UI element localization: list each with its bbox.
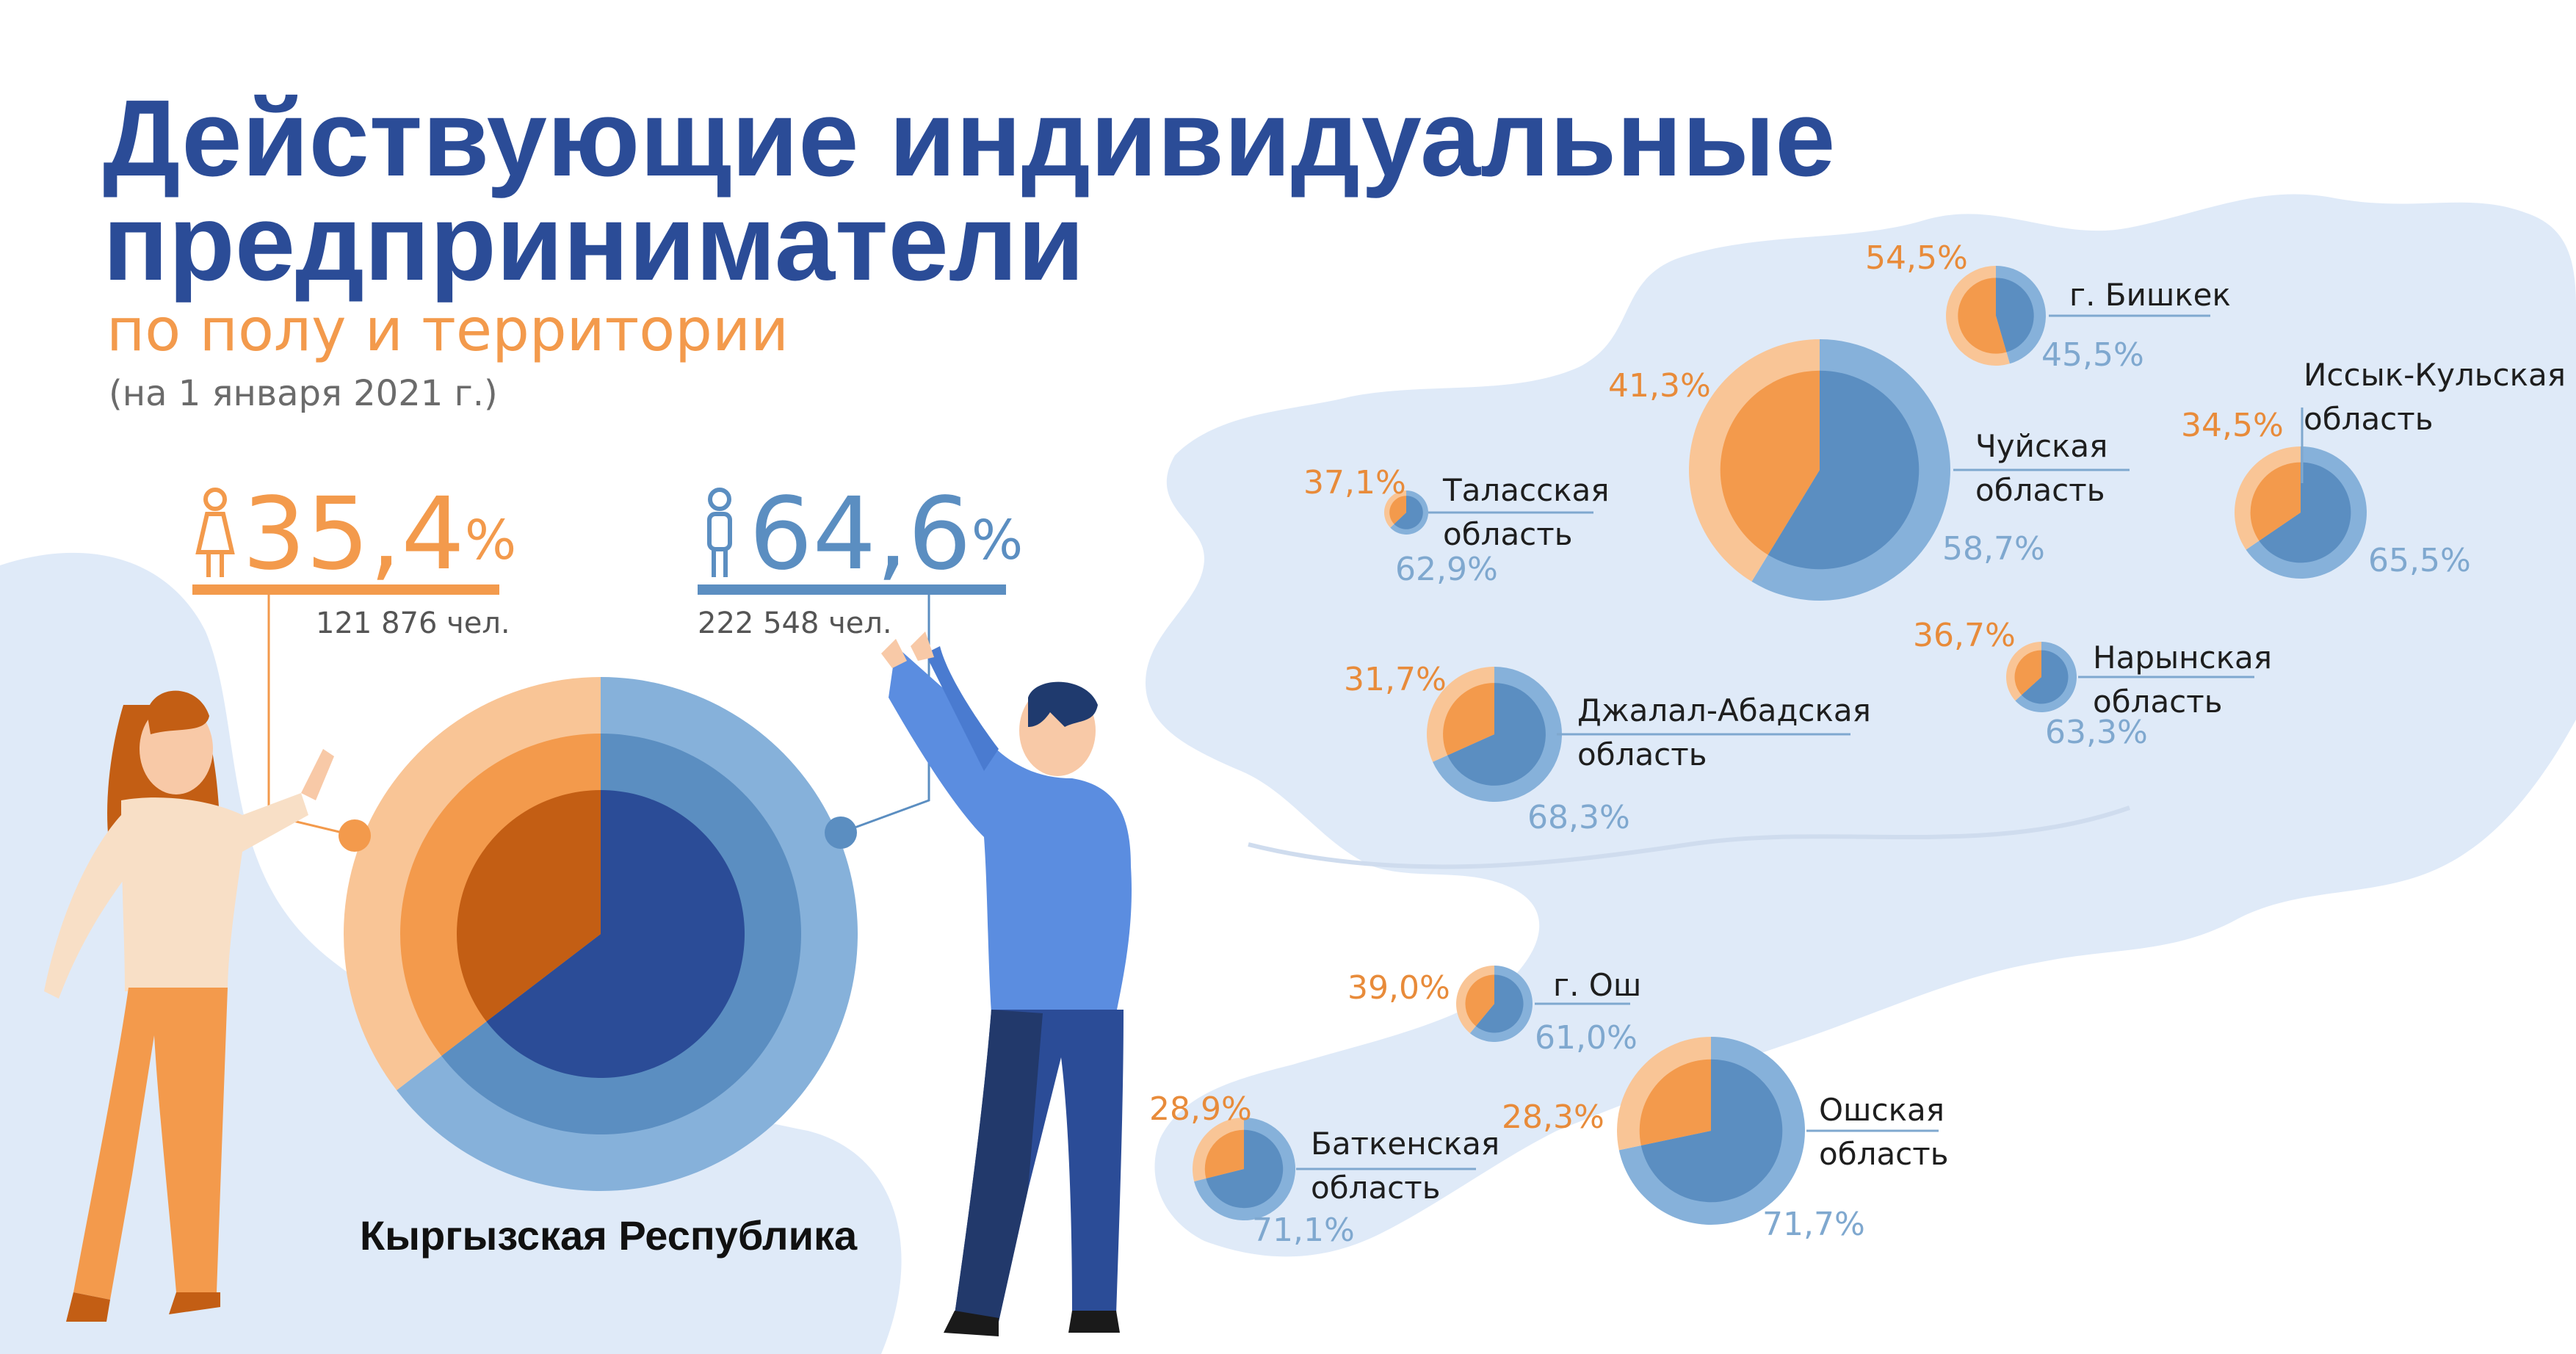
region-9-chart: Ошская область 28,3% 71,7%: [1502, 1037, 1949, 1243]
female-percent-sign: %: [464, 509, 517, 572]
region-1-male-pct: 45,5%: [2041, 336, 2144, 374]
region-5-female-pct: 36,7%: [1913, 617, 2016, 654]
region-4-name-line2: область: [2304, 401, 2434, 437]
page-title-line1: Действующие индивидуальные: [103, 78, 1836, 199]
region-3-female-slice-1: [1389, 496, 1406, 524]
region-4-chart: Иссык-Кульская область 34,5% 65,5%: [2181, 357, 2566, 579]
region-8-male-pct: 71,1%: [1252, 1212, 1355, 1249]
region-4-female-slice-1: [2250, 462, 2301, 541]
region-5-male-slice-1: [2021, 650, 2069, 704]
region-6-name-line2: область: [1577, 736, 1707, 772]
region-3-male-slice-1: [1394, 496, 1423, 529]
woman-illustration: [44, 690, 334, 1322]
region-2-name-line2: область: [1975, 472, 2105, 508]
region-8-name-line1: Баткенская: [1311, 1126, 1499, 1162]
region-9-female-slice-1: [1639, 1059, 1711, 1146]
region-7-female-pct: 39,0%: [1347, 969, 1450, 1007]
male-connector-dot: [825, 817, 857, 849]
region-6-female-slice-1: [1443, 683, 1494, 756]
region-5-name-line1: Нарынская: [2093, 640, 2272, 676]
male-percent-value: 64,6: [749, 477, 972, 593]
female-person-icon: [195, 488, 235, 577]
region-9-male-pct: 71,7%: [1762, 1206, 1865, 1243]
female-connector-dot: [339, 819, 371, 852]
region-5-male-pct: 63,3%: [2045, 714, 2148, 751]
region-7-male-slice-1: [1475, 974, 1524, 1033]
region-5-name-line2: область: [2093, 684, 2223, 720]
region-2-chart: Чуйская область 41,3% 58,7%: [1608, 339, 2130, 601]
region-2-female-pct: 41,3%: [1608, 367, 1711, 405]
region-3-name-line2: область: [1443, 516, 1573, 552]
female-percent-underline: [192, 584, 499, 595]
region-7-chart: г. Ош 39,0% 61,0%: [1347, 966, 1641, 1057]
region-6-chart: Джалал-Абадская область 31,7% 68,3%: [1344, 661, 1871, 836]
regional-charts: г. Бишкек 54,5% 45,5% Чуйская область 41,3% 58…: [1149, 239, 2566, 1249]
female-count: 121 876 чел.: [316, 607, 510, 640]
region-6-male-slice-1: [1447, 683, 1546, 786]
region-9-female-pct: 28,3%: [1502, 1098, 1604, 1136]
region-1-male-slice-1: [1996, 278, 2034, 352]
region-7-name-line1: г. Ош: [1553, 967, 1641, 1003]
male-person-icon: [707, 488, 732, 577]
region-9-name-line1: Ошская: [1819, 1092, 1944, 1128]
region-7-male-pct: 61,0%: [1535, 1019, 1638, 1057]
region-9-male-slice-1: [1640, 1059, 1783, 1203]
region-8-male-slice-1: [1206, 1129, 1284, 1209]
region-3-name-line1: Таласская: [1442, 472, 1610, 508]
map-ridge: [1248, 805, 2130, 869]
region-2-male-pct: 58,7%: [1942, 530, 2045, 568]
date-label: (на 1 января 2021 г.): [109, 373, 498, 414]
region-1-female-pct: 54,5%: [1865, 239, 1968, 277]
male-percent-underline: [698, 584, 1006, 595]
region-3-chart: Таласская область 37,1% 62,9%: [1303, 464, 1610, 588]
national-male-slice-2: [486, 790, 745, 1078]
region-8-chart: Баткенская область 28,9% 71,1%: [1149, 1090, 1499, 1249]
main-donut-chart: [343, 677, 858, 1192]
man-illustration: [881, 631, 1132, 1336]
region-1-name-line1: г. Бишкек: [2069, 277, 2231, 313]
male-percent-sign: %: [971, 509, 1024, 572]
region-9-name-line2: область: [1819, 1136, 1949, 1172]
region-2-female-slice-1: [1720, 370, 1820, 555]
male-connector: [840, 595, 930, 834]
national-female-slice-2: [457, 790, 601, 1022]
female-connector: [267, 595, 355, 837]
female-percent-value: 35,4: [242, 477, 465, 593]
region-6-female-pct: 31,7%: [1344, 661, 1447, 698]
country-label: Кыргызская Республика: [360, 1212, 858, 1259]
region-2-name-line1: Чуйская: [1975, 428, 2108, 464]
male-count: 222 548 чел.: [698, 607, 892, 640]
male-percent: 64,6%: [749, 485, 1023, 584]
region-8-name-line2: область: [1311, 1170, 1441, 1206]
region-7-female-slice-1: [1465, 974, 1494, 1027]
region-5-chart: Нарынская область 36,7% 63,3%: [1913, 617, 2272, 751]
region-5-female-slice-1: [2014, 650, 2041, 695]
region-4-female-pct: 34,5%: [2181, 407, 2284, 444]
female-percent: 35,4%: [242, 485, 516, 584]
page-subtitle: по полу и территории: [106, 296, 789, 364]
page-title: Действующие индивидуальные предпринимате…: [103, 78, 1836, 303]
region-3-male-pct: 62,9%: [1395, 551, 1498, 588]
region-3-female-pct: 37,1%: [1303, 464, 1406, 502]
region-8-female-pct: 28,9%: [1149, 1090, 1252, 1128]
region-4-name-line1: Иссык-Кульская: [2304, 357, 2566, 393]
region-6-male-pct: 68,3%: [1527, 799, 1630, 836]
region-1-chart: г. Бишкек 54,5% 45,5%: [1865, 239, 2231, 374]
region-4-male-pct: 65,5%: [2368, 542, 2471, 579]
region-4-male-slice-1: [2259, 462, 2351, 563]
region-8-female-slice-1: [1204, 1129, 1244, 1179]
region-6-name-line1: Джалал-Абадская: [1577, 692, 1871, 728]
page-title-line2: предприниматели: [103, 182, 1085, 303]
region-2-male-slice-1: [1768, 370, 1920, 570]
region-1-female-slice-1: [1958, 278, 2007, 354]
